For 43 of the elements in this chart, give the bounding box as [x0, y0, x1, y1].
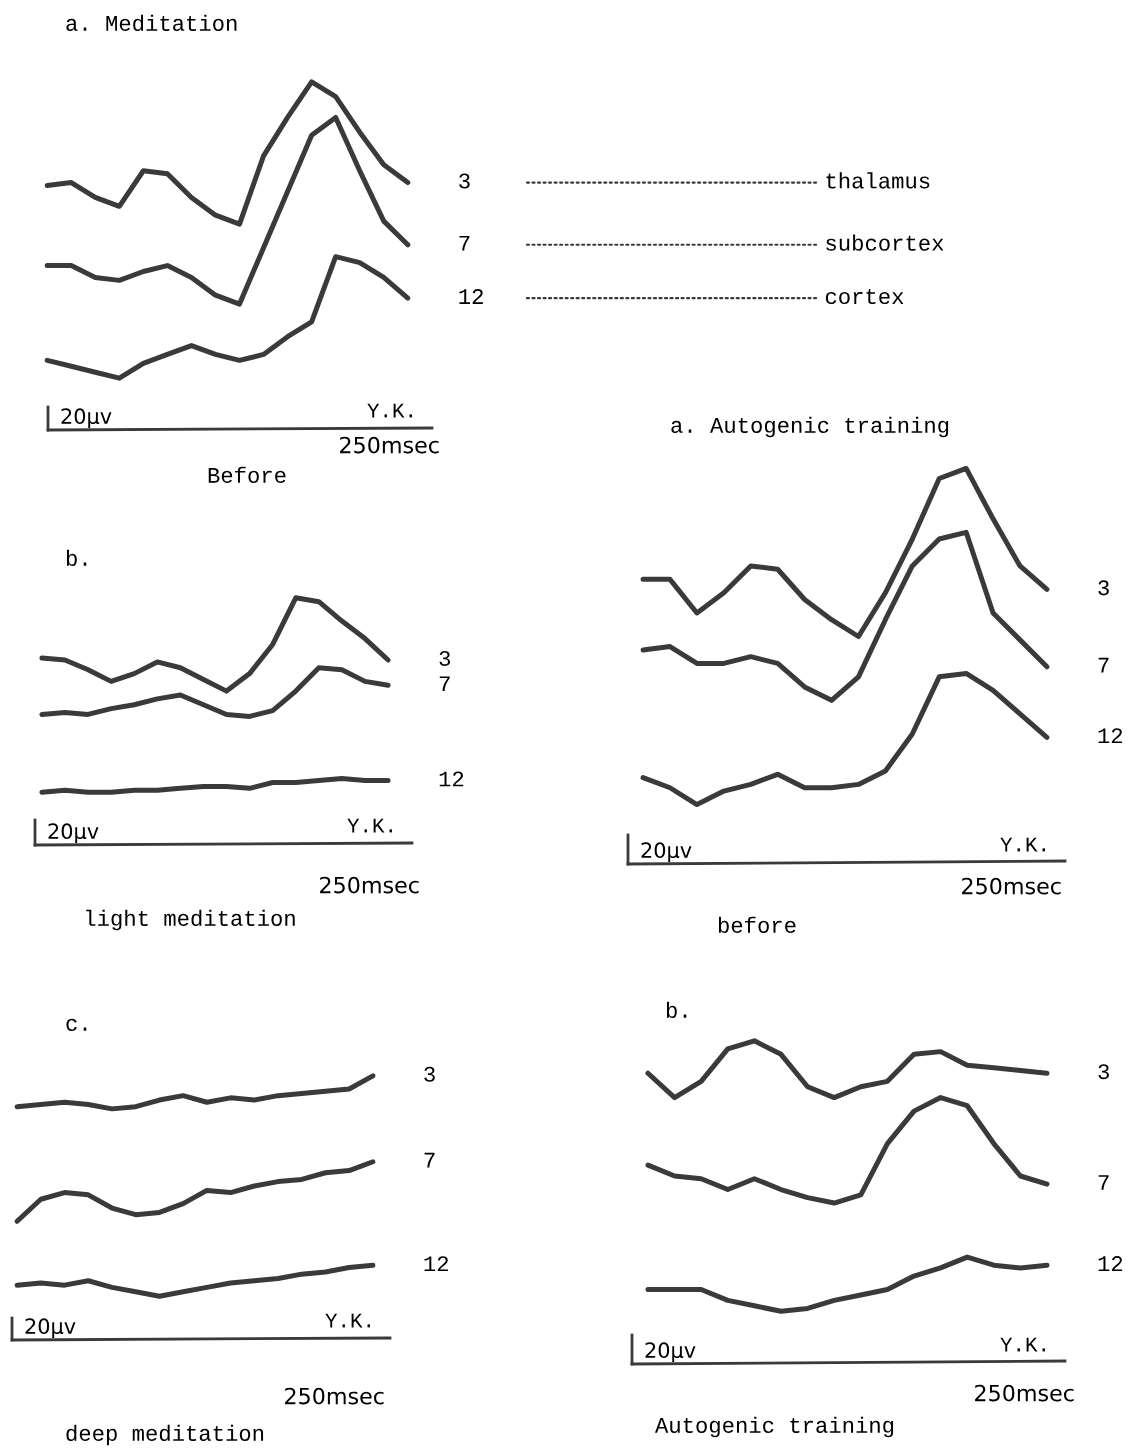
text: 3 — [1098, 580, 1109, 596]
text: 250msec — [285, 1387, 384, 1405]
text: 20µv — [48, 823, 99, 844]
text: 20µv — [641, 842, 692, 863]
text: 20µv — [61, 408, 112, 429]
text: 12 — [439, 771, 464, 787]
text: 250msec — [320, 876, 419, 894]
text: Y.K. — [347, 818, 392, 833]
text: 3 — [424, 1066, 435, 1082]
text: subcortex — [826, 234, 944, 251]
text: 7 — [459, 235, 470, 251]
text: 3 — [1098, 1064, 1109, 1080]
text: 12 — [459, 289, 483, 304]
chart-title: b. — [666, 1001, 687, 1018]
chart-title: b. — [66, 549, 87, 566]
text: thalamus — [826, 172, 930, 189]
text: 20µv — [645, 1342, 696, 1363]
text: 250msec — [962, 877, 1061, 895]
text: 7 — [424, 1152, 435, 1168]
text: 12 — [1098, 728, 1123, 744]
text: 250msec — [340, 436, 439, 454]
text: light meditation — [86, 909, 295, 931]
text: Y.K. — [325, 1313, 370, 1328]
text: 250msec — [975, 1384, 1074, 1402]
text: 3 — [459, 173, 470, 189]
chart-title: a. Meditation — [66, 14, 237, 32]
text: deep meditation — [66, 1424, 264, 1446]
text: 12 — [1098, 1256, 1123, 1271]
text: 7 — [1098, 657, 1109, 673]
text: 7 — [439, 676, 450, 692]
text: Y.K. — [367, 403, 412, 418]
text: Y.K. — [1000, 837, 1045, 852]
text: 7 — [1098, 1175, 1109, 1190]
text: cortex — [825, 289, 904, 305]
text: before — [718, 916, 796, 933]
chart-title: c. — [66, 1018, 87, 1031]
text: 20µv — [25, 1318, 76, 1339]
text: Y.K. — [1000, 1337, 1045, 1352]
chart-title: a. Autogenic training — [671, 416, 949, 438]
text: Autogenic training — [654, 1416, 894, 1438]
text: 3 — [439, 650, 450, 666]
text: 12 — [424, 1256, 448, 1272]
text: Before — [208, 466, 286, 483]
